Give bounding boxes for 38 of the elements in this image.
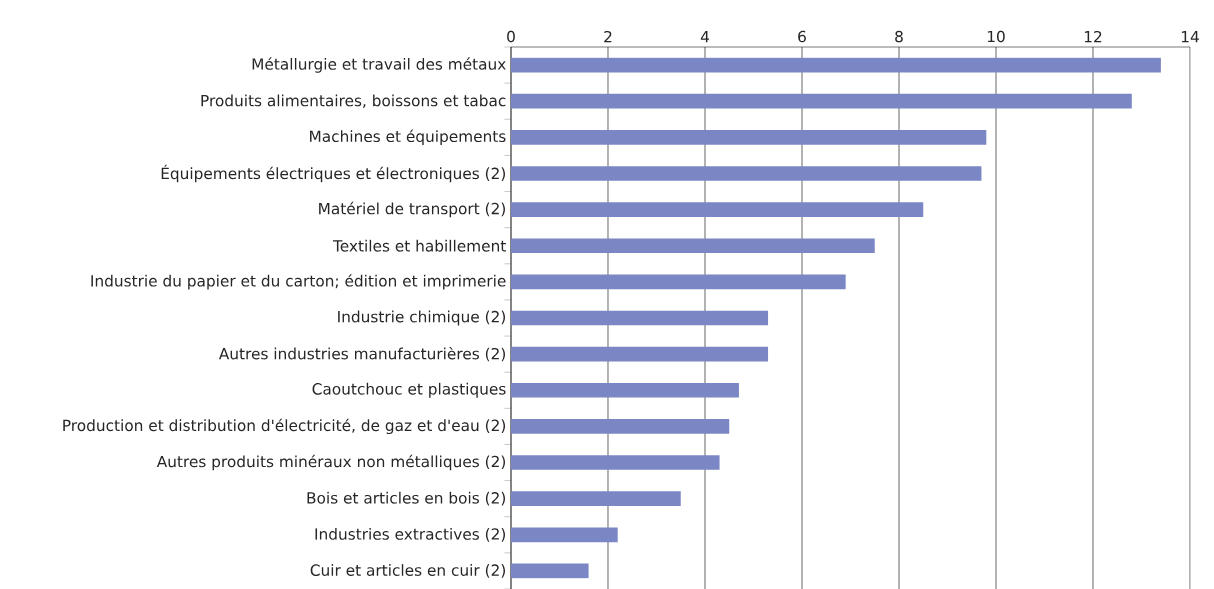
x-tick-label: 0 [507, 30, 515, 43]
y-tick-label: Autres produits minéraux non métalliques (2) [156, 454, 506, 471]
y-tick-label: Cuir et articles en cuir (2) [310, 563, 505, 578]
y-tick-label: Équipements électriques et électroniques (2) [161, 164, 505, 182]
y-tick-label: Caoutchouc et plastiques [312, 382, 506, 398]
bar [511, 310, 769, 326]
y-tick-label: Bois et articles en bois (2) [307, 491, 505, 506]
y-tick-label: Métallurgie et travail des métaux [252, 57, 506, 73]
bar [511, 491, 681, 506]
bar [511, 346, 769, 362]
bar [511, 202, 924, 217]
x-tick-label: 14 [1181, 30, 1199, 43]
y-tick-label: Produits alimentaires, boissons et tabac [201, 94, 506, 108]
y-tick-label: Machines et équipements [310, 129, 506, 145]
x-tick-label: 2 [604, 30, 612, 43]
x-tick-label: 10 [987, 30, 1005, 43]
x-tick-label: 8 [895, 30, 903, 43]
bar [511, 418, 730, 434]
bar [511, 382, 739, 398]
y-tick-label: Industrie du papier et du carton; édition et imprimerie [91, 273, 506, 290]
bar [511, 57, 1161, 73]
y-tick-label: Textiles et habillement [332, 239, 506, 252]
bar [511, 93, 1132, 109]
bar [511, 165, 982, 181]
x-tick-label: 6 [798, 30, 806, 43]
bar [511, 129, 987, 145]
bar [511, 238, 875, 253]
y-tick-label: Autres industries manufacturières (2) [218, 346, 505, 362]
bar [511, 563, 589, 579]
y-tick-label: Industrie chimique (2) [338, 310, 505, 326]
y-tick-label: Production et distribution d'électricité, de gaz et d'eau (2) [63, 418, 506, 434]
bar [511, 274, 846, 290]
x-tick-label: 12 [1084, 30, 1102, 43]
bar [511, 527, 618, 542]
x-tick-label: 4 [700, 30, 710, 43]
y-tick-label: Matériel de transport (2) [319, 201, 505, 218]
y-tick-label: Industries extractives (2) [315, 527, 505, 542]
bar [511, 455, 720, 470]
